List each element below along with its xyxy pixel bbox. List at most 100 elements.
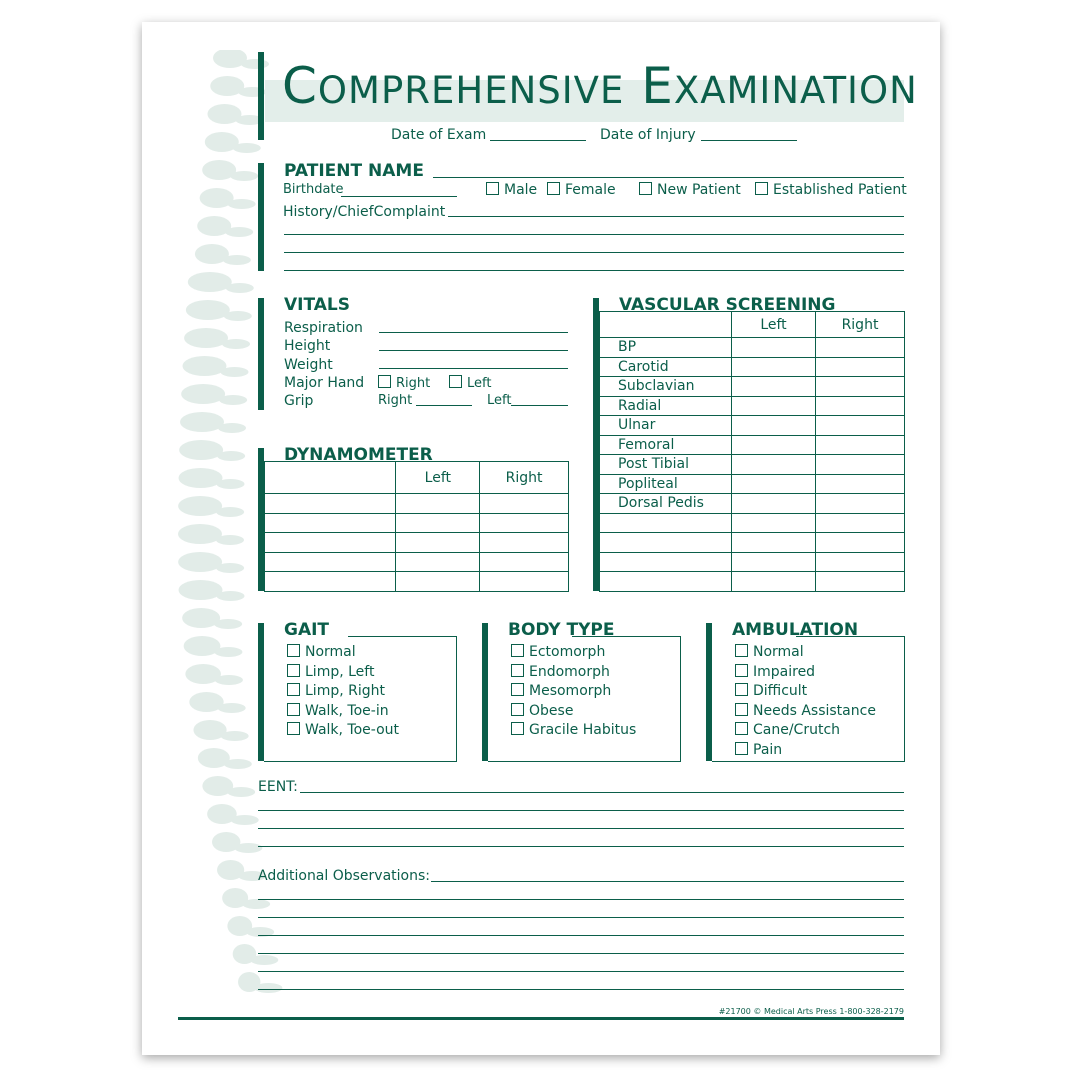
history-line[interactable] — [284, 234, 904, 235]
table-cell[interactable] — [479, 532, 569, 553]
table-cell[interactable] — [263, 493, 397, 514]
eent-line[interactable] — [258, 846, 904, 847]
table-cell[interactable] — [815, 415, 905, 436]
observations-line[interactable] — [258, 899, 904, 900]
table-cell[interactable] — [263, 512, 397, 533]
table-cell[interactable] — [263, 571, 397, 592]
history-line[interactable] — [284, 270, 904, 271]
table-cell[interactable] — [815, 473, 905, 494]
table-cell[interactable] — [395, 571, 481, 592]
table-row: Carotid — [599, 356, 905, 377]
row-label: Carotid — [599, 356, 732, 377]
respiration-field[interactable] — [379, 332, 568, 333]
ambulation-checkbox[interactable]: Cane/Crutch — [735, 721, 876, 741]
observations-line[interactable] — [258, 953, 904, 954]
new-patient-checkbox[interactable]: New Patient — [639, 182, 741, 198]
date-of-exam-field[interactable] — [490, 140, 586, 141]
table-cell[interactable] — [731, 395, 816, 416]
column-header: Right — [479, 461, 569, 494]
major-hand-left-checkbox[interactable]: Left — [449, 375, 491, 392]
ambulation-checkbox[interactable]: Pain — [735, 741, 876, 761]
table-cell[interactable] — [731, 512, 816, 533]
date-of-injury-field[interactable] — [701, 140, 797, 141]
table-cell[interactable] — [815, 551, 905, 572]
body_type-checkbox[interactable]: Mesomorph — [511, 682, 636, 702]
column-header — [599, 311, 732, 338]
section-box — [712, 636, 905, 762]
observations-line[interactable] — [258, 989, 904, 990]
grip-label: Grip — [284, 393, 314, 409]
eent-line[interactable] — [258, 828, 904, 829]
observations-line[interactable] — [258, 917, 904, 918]
gait-checkbox[interactable]: Walk, Toe-out — [287, 721, 399, 741]
gait-checkbox[interactable]: Limp, Right — [287, 682, 399, 702]
table-cell[interactable] — [815, 493, 905, 514]
table-cell[interactable] — [479, 551, 569, 572]
observations-line[interactable] — [258, 935, 904, 936]
gait-checkbox[interactable]: Walk, Toe-in — [287, 702, 399, 722]
table-cell[interactable] — [731, 434, 816, 455]
height-label: Height — [284, 338, 331, 354]
grip-left-field[interactable] — [511, 405, 568, 406]
table-cell[interactable] — [731, 532, 816, 553]
eent-field[interactable] — [300, 792, 904, 793]
heading-rule — [796, 636, 904, 637]
table-cell[interactable] — [263, 532, 397, 553]
row-label — [599, 532, 732, 553]
gait-checkbox[interactable]: Normal — [287, 643, 399, 663]
table-cell[interactable] — [731, 376, 816, 397]
table-cell[interactable] — [479, 571, 569, 592]
table-cell[interactable] — [395, 512, 481, 533]
table-cell[interactable] — [479, 493, 569, 514]
table-cell[interactable] — [815, 376, 905, 397]
history-line[interactable] — [284, 252, 904, 253]
observations-field[interactable] — [431, 881, 904, 882]
table-cell[interactable] — [815, 356, 905, 377]
table-cell[interactable] — [731, 571, 816, 592]
birthdate-field[interactable] — [341, 196, 457, 197]
eent-line[interactable] — [258, 810, 904, 811]
height-field[interactable] — [379, 350, 568, 351]
table-cell[interactable] — [815, 454, 905, 475]
table-cell[interactable] — [731, 454, 816, 475]
table-cell[interactable] — [815, 337, 905, 358]
male-checkbox[interactable]: Male — [486, 182, 537, 198]
gait-checkbox[interactable]: Limp, Left — [287, 663, 399, 683]
ambulation-checkbox[interactable]: Needs Assistance — [735, 702, 876, 722]
table-cell[interactable] — [731, 473, 816, 494]
table-cell[interactable] — [815, 532, 905, 553]
table-cell[interactable] — [263, 551, 397, 572]
patient-name-field[interactable] — [433, 177, 904, 178]
table-cell[interactable] — [815, 571, 905, 592]
table-cell[interactable] — [815, 512, 905, 533]
table-cell[interactable] — [479, 512, 569, 533]
table-cell[interactable] — [395, 551, 481, 572]
table-cell[interactable] — [815, 395, 905, 416]
section-bar — [258, 163, 264, 271]
body_type-checkbox[interactable]: Endomorph — [511, 663, 636, 683]
table-cell[interactable] — [395, 532, 481, 553]
table-cell[interactable] — [731, 551, 816, 572]
observations-line[interactable] — [258, 971, 904, 972]
body_type-checkbox[interactable]: Gracile Habitus — [511, 721, 636, 741]
body_type-checkbox[interactable]: Ectomorph — [511, 643, 636, 663]
grip-right-field[interactable] — [416, 405, 472, 406]
established-patient-checkbox[interactable]: Established Patient — [755, 182, 907, 198]
major-hand-right-checkbox[interactable]: Right — [378, 375, 430, 392]
table-cell[interactable] — [731, 337, 816, 358]
vitals-heading: VITALS — [284, 295, 350, 315]
body_type-checkbox[interactable]: Obese — [511, 702, 636, 722]
table-cell[interactable] — [815, 434, 905, 455]
weight-field[interactable] — [379, 368, 568, 369]
table-cell[interactable] — [731, 415, 816, 436]
history-field[interactable] — [448, 216, 904, 217]
table-cell[interactable] — [731, 356, 816, 377]
ambulation-checkbox[interactable]: Impaired — [735, 663, 876, 683]
ambulation-checkbox[interactable]: Normal — [735, 643, 876, 663]
female-checkbox[interactable]: Female — [547, 182, 616, 198]
section-bar — [258, 298, 264, 410]
table-cell[interactable] — [731, 493, 816, 514]
table-cell[interactable] — [395, 493, 481, 514]
ambulation-checkbox[interactable]: Difficult — [735, 682, 876, 702]
column-header: Left — [731, 311, 816, 338]
